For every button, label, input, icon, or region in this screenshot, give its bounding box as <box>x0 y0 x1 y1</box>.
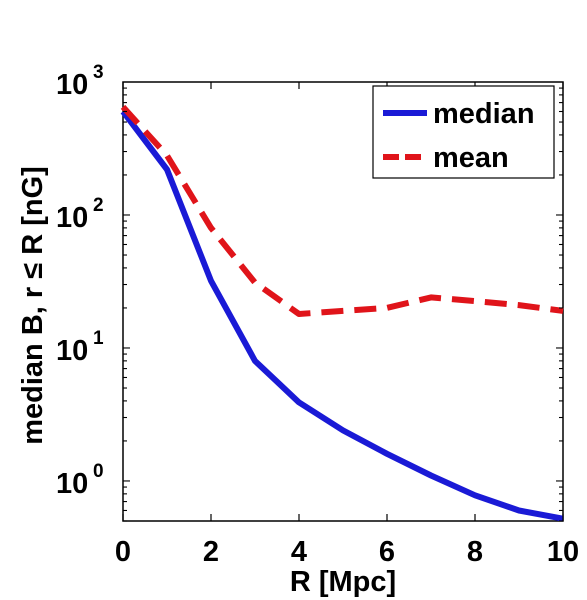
legend-label-median: median <box>433 98 535 130</box>
y-tick-label-exponent: 0 <box>93 461 104 482</box>
x-tick-label: 0 <box>115 536 131 568</box>
x-tick-label: 4 <box>291 536 307 568</box>
x-axis-title: R [Mpc] <box>290 566 396 598</box>
y-tick-label-exponent: 1 <box>93 328 104 349</box>
y-tick-label-base: 10 <box>56 335 88 367</box>
y-tick-label: 10 1 <box>56 328 104 367</box>
plot-area <box>122 81 564 522</box>
x-tick-label: 8 <box>467 536 483 568</box>
legend: median mean <box>372 85 555 179</box>
y-tick-label-exponent: 2 <box>93 195 104 216</box>
series-median-line <box>120 109 564 522</box>
axes-box <box>122 81 564 522</box>
x-tick-label: 10 <box>547 536 579 568</box>
y-tick-label: 10 0 <box>56 461 104 500</box>
y-axis-title: median B, r ≤ R [nG] <box>17 166 49 445</box>
y-tick-label: 10 3 <box>56 62 104 101</box>
y-tick-label-base: 10 <box>56 69 88 101</box>
y-tick-label-exponent: 3 <box>93 62 104 83</box>
legend-box <box>372 85 555 179</box>
x-ticks: 0 2 4 6 8 10 <box>115 82 579 568</box>
series-layer <box>120 104 564 522</box>
y-tick-label-base: 10 <box>56 468 88 500</box>
y-tick-label: 10 2 <box>56 195 104 234</box>
series-mean-line <box>120 104 564 317</box>
x-tick-label: 2 <box>203 536 219 568</box>
y-tick-label-base: 10 <box>56 202 88 234</box>
x-tick-label: 6 <box>379 536 395 568</box>
legend-label-mean: mean <box>433 142 509 174</box>
